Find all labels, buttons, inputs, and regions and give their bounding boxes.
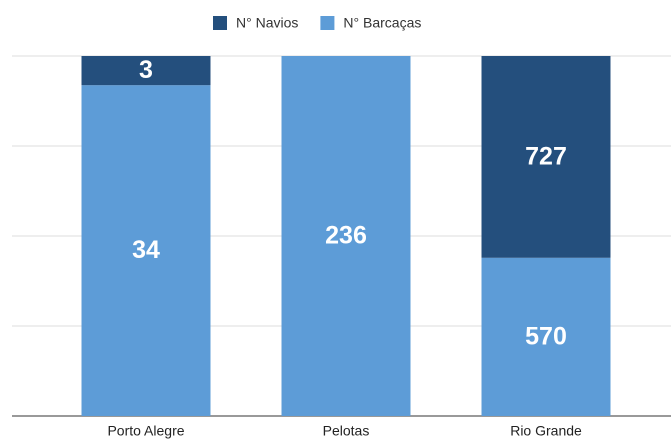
data-label: 236 [325, 222, 367, 250]
legend-label: N° Navios [236, 15, 298, 31]
x-tick-label: Porto Alegre [107, 423, 184, 439]
bar-segment [481, 257, 611, 416]
x-tick-label: Pelotas [323, 423, 370, 439]
bar-segment [81, 56, 211, 86]
bar-segment [281, 56, 411, 416]
legend-label: N° Barcaças [343, 15, 421, 31]
data-label: 727 [525, 143, 567, 171]
data-label: 3 [139, 56, 153, 84]
x-tick-label: Rio Grande [510, 423, 582, 439]
legend-swatch [320, 16, 335, 30]
bar-segment [81, 85, 211, 417]
data-label: 570 [525, 323, 567, 351]
data-label: 34 [132, 236, 160, 264]
bar-segment [481, 56, 611, 258]
legend-swatch [213, 16, 227, 30]
